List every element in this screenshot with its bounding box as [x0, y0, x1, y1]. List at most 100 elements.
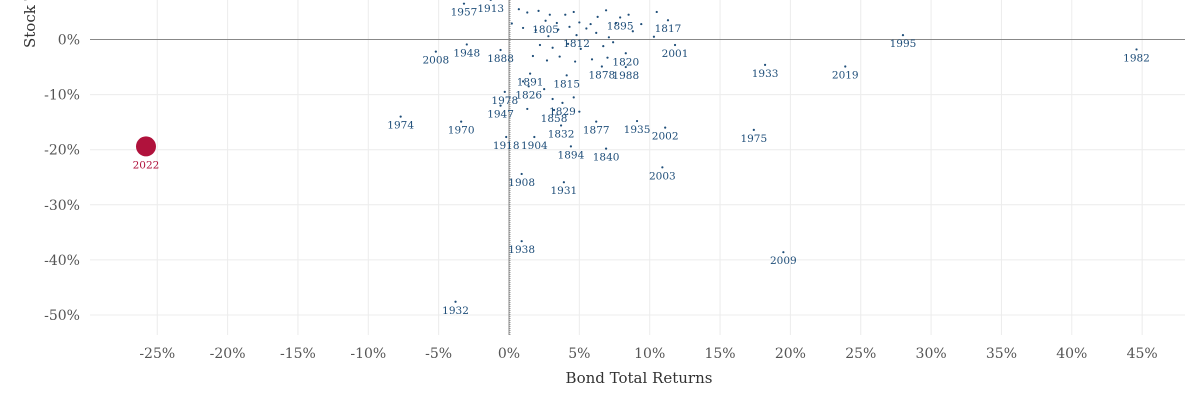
data-point — [551, 97, 554, 101]
x-tick-label: -20% — [210, 346, 246, 362]
data-point — [585, 27, 588, 30]
point-label: 1995 — [890, 38, 917, 50]
data-point — [562, 181, 565, 184]
highlight-point — [135, 136, 156, 157]
y-tick-label: -30% — [44, 198, 80, 214]
point-label: 1974 — [387, 120, 414, 132]
point-label: 2019 — [832, 69, 859, 81]
data-point — [619, 16, 622, 19]
data-point — [572, 10, 575, 14]
point-label: 1947 — [487, 109, 514, 121]
point-label: 1918 — [493, 140, 520, 152]
data-point — [578, 110, 581, 113]
point-label: 1891 — [517, 77, 544, 89]
point-label: 1978 — [491, 95, 518, 107]
data-point — [544, 19, 547, 22]
y-axis-title: Stock T — [21, 0, 39, 48]
data-point — [589, 22, 592, 26]
y-tick-label: -50% — [44, 308, 80, 324]
x-tick-label: 35% — [986, 346, 1017, 362]
data-point — [673, 43, 677, 47]
data-point — [578, 21, 581, 24]
data-point — [568, 25, 571, 28]
point-label: 1858 — [541, 113, 568, 125]
x-tick-label: 40% — [1056, 346, 1087, 362]
data-point — [527, 85, 530, 88]
data-point — [505, 135, 508, 139]
point-label: 1877 — [583, 125, 610, 137]
point-label: 1817 — [655, 23, 682, 35]
point-label: 2009 — [770, 255, 797, 267]
data-point — [752, 128, 755, 131]
data-point — [434, 50, 437, 53]
point-label: 1888 — [487, 53, 514, 65]
point-label: 1988 — [612, 70, 639, 82]
y-tick-label: -10% — [44, 88, 80, 104]
data-point — [552, 108, 556, 112]
data-point — [602, 45, 605, 48]
point-label: 1812 — [563, 38, 590, 50]
data-point — [462, 2, 466, 5]
x-tick-label: -5% — [425, 346, 452, 362]
data-point — [521, 80, 525, 83]
x-tick-label: 10% — [634, 346, 665, 362]
data-point — [529, 72, 532, 75]
point-label: 1932 — [442, 305, 469, 317]
point-label: 1913 — [477, 3, 504, 15]
y-tick-label: -40% — [44, 253, 80, 269]
data-point — [543, 87, 546, 91]
data-point — [510, 22, 513, 25]
data-point — [538, 43, 542, 47]
point-label: 1820 — [612, 56, 639, 68]
data-point — [595, 120, 598, 123]
data-point — [565, 74, 568, 77]
data-point — [503, 90, 506, 93]
point-label: 1829 — [549, 106, 576, 118]
data-point — [572, 96, 575, 99]
data-point — [499, 104, 502, 107]
point-label: 1931 — [551, 185, 578, 197]
data-point — [564, 13, 567, 16]
data-point — [596, 15, 599, 19]
point-label: 1970 — [448, 125, 475, 137]
data-point — [595, 31, 598, 34]
x-tick-label: 45% — [1127, 346, 1158, 362]
data-point — [558, 55, 561, 58]
data-point — [575, 33, 578, 37]
point-label: 2002 — [652, 131, 679, 143]
point-label: 2008 — [422, 55, 449, 67]
highlight-point-label: 2022 — [133, 159, 160, 171]
point-label: 1908 — [508, 177, 535, 189]
point-label: 1948 — [453, 47, 480, 59]
x-tick-label: -15% — [280, 346, 316, 362]
point-label: 1815 — [553, 78, 580, 90]
data-point — [624, 65, 627, 69]
data-point — [579, 47, 582, 50]
data-point — [666, 19, 670, 22]
data-point — [661, 166, 664, 169]
data-point — [548, 13, 551, 16]
data-point — [489, 0, 492, 1]
point-label: 2003 — [649, 170, 676, 182]
data-point — [664, 126, 667, 129]
x-tick-label: 15% — [704, 346, 735, 362]
data-point — [537, 9, 540, 12]
tick-labels: -25% -20% -15% -10% -5% 0% 5% 10% 15% 20% 25% 30% 35… — [44, 33, 1158, 363]
point-label: 1933 — [752, 68, 779, 80]
point-label: 1840 — [593, 152, 620, 164]
point-label: 1938 — [508, 244, 535, 256]
x-tick-label: 25% — [845, 346, 876, 362]
point-label: 1975 — [740, 133, 767, 145]
data-point — [901, 33, 905, 37]
data-point — [454, 300, 457, 303]
grid-lines — [90, 0, 1185, 335]
data-point — [534, 29, 537, 32]
data-point — [607, 36, 610, 39]
data-point — [655, 10, 658, 14]
data-point — [612, 41, 615, 44]
data-point — [517, 8, 520, 11]
point-label: 1904 — [521, 140, 548, 152]
data-point — [545, 59, 549, 62]
zero-axes — [90, 0, 1185, 335]
data-point — [631, 30, 634, 33]
